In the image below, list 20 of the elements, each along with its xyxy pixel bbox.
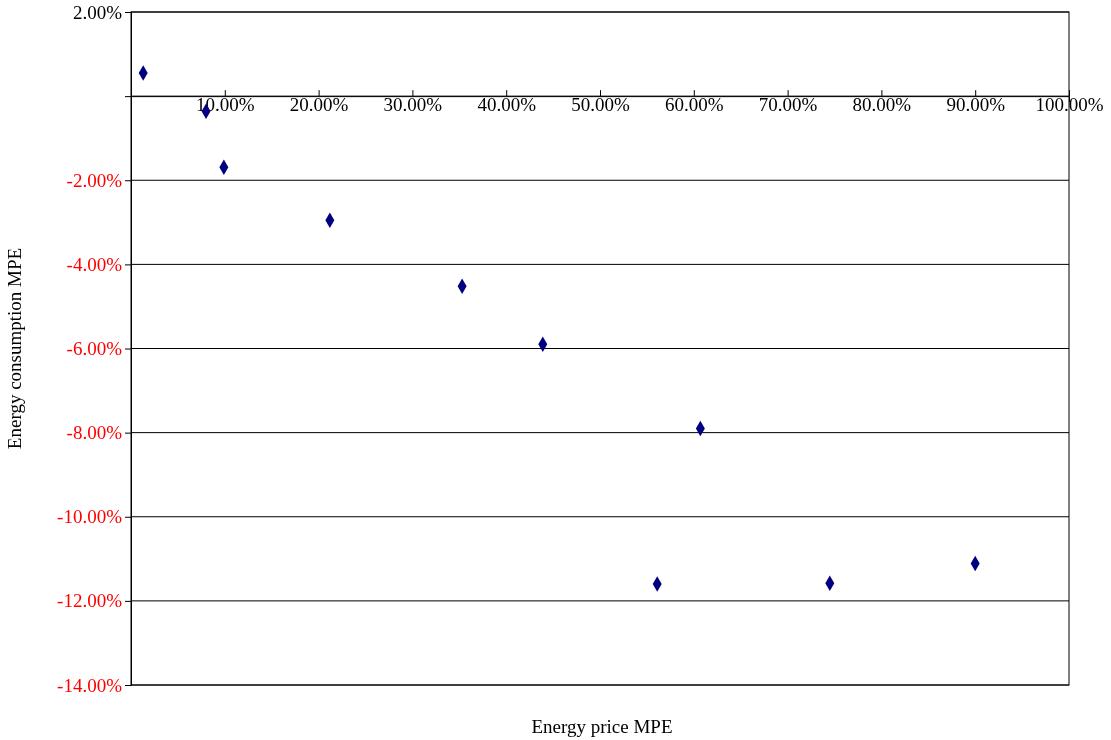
x-tick-label: 60.00%: [665, 93, 724, 115]
x-tick-label: 80.00%: [852, 93, 912, 115]
y-tick-label: 2.00%: [72, 1, 123, 23]
y-tick-label: -4.00%: [66, 253, 123, 275]
y-axis-title: Energy consumption MPE: [4, 247, 25, 450]
y-tick-label: -12.00%: [57, 590, 123, 612]
x-tick-label: 30.00%: [383, 93, 443, 115]
y-tick-label: -8.00%: [66, 422, 123, 444]
y-tick-label: -2.00%: [66, 169, 123, 191]
y-tick-label: -10.00%: [57, 506, 123, 528]
x-tick-label: 40.00%: [477, 93, 537, 115]
x-tick-label: 70.00%: [758, 93, 818, 115]
y-tick-label: -6.00%: [66, 338, 123, 360]
y-tick-label: -14.00%: [57, 674, 123, 696]
x-axis-title: Energy price MPE: [531, 716, 673, 737]
x-tick-label: 10.00%: [196, 93, 255, 115]
x-tick-label: 100.00%: [1035, 93, 1104, 115]
x-tick-label: 90.00%: [946, 93, 1006, 115]
x-tick-label: 20.00%: [289, 93, 349, 115]
x-tick-label: 50.00%: [571, 93, 630, 115]
